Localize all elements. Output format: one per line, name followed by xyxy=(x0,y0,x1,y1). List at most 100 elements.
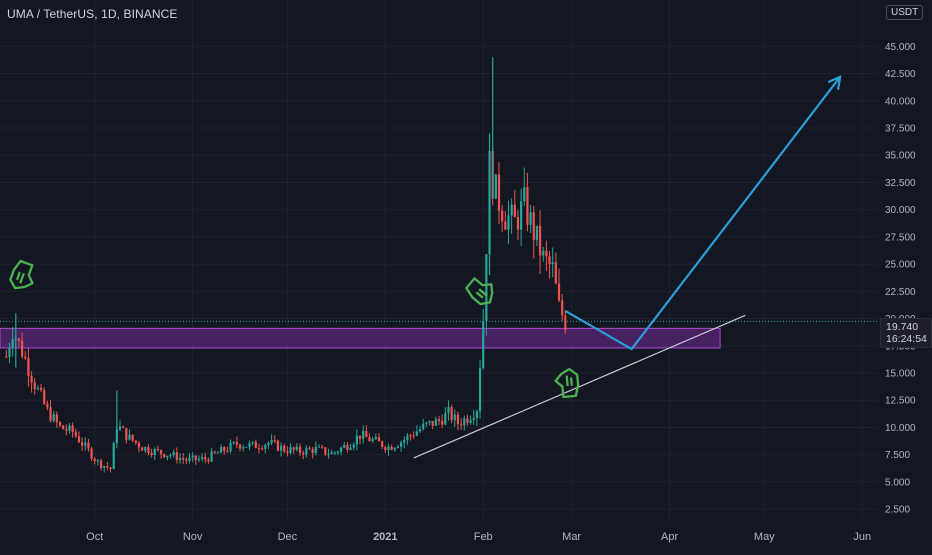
candle-body xyxy=(336,451,340,453)
candle-body xyxy=(188,457,191,461)
candle-body xyxy=(43,390,46,404)
candle-body xyxy=(545,250,548,257)
candle-body xyxy=(507,215,510,230)
candle-body xyxy=(381,441,384,448)
candle-body xyxy=(314,446,317,454)
x-tick-label: Apr xyxy=(661,531,678,543)
candle-body xyxy=(542,250,545,256)
candle-body xyxy=(418,429,422,432)
candle-body xyxy=(251,441,254,444)
currency-badge[interactable]: USDT xyxy=(886,5,924,20)
candle-body xyxy=(112,443,115,470)
candle-body xyxy=(399,442,403,447)
candle-body xyxy=(377,437,381,442)
candle-body xyxy=(159,450,163,454)
candle-body xyxy=(74,431,77,437)
candle-body xyxy=(163,453,166,458)
candle-body xyxy=(229,442,232,451)
y-tick-label: 32.500 xyxy=(885,178,916,189)
y-tick-label: 15.000 xyxy=(885,369,916,380)
candle-body xyxy=(141,447,144,451)
candle-body xyxy=(144,446,147,451)
candle-body xyxy=(469,419,472,423)
candle-body xyxy=(194,455,197,461)
candle-body xyxy=(17,338,21,341)
candle-body xyxy=(358,435,362,439)
candle-body xyxy=(27,358,30,376)
candle-body xyxy=(523,187,526,202)
candle-body xyxy=(109,467,112,470)
candle-body xyxy=(286,451,289,453)
candle-body xyxy=(295,446,298,450)
hand-pointing-up-icon xyxy=(554,367,580,399)
candle-body xyxy=(365,430,368,438)
candle-body xyxy=(270,440,273,443)
x-tick-label: Mar xyxy=(562,531,581,543)
candle-body xyxy=(39,387,43,391)
candle-body xyxy=(317,446,321,448)
candle-body xyxy=(81,442,84,446)
candle-body xyxy=(273,440,276,442)
candle-body xyxy=(355,435,358,445)
candle-body xyxy=(482,321,485,369)
y-tick-label: 2.500 xyxy=(885,505,910,516)
candle-body xyxy=(58,422,62,426)
candle-body xyxy=(463,418,466,426)
x-tick-label: Jun xyxy=(853,531,871,543)
candle-body xyxy=(298,446,302,453)
candle-body xyxy=(330,452,333,455)
y-tick-label: 30.000 xyxy=(885,205,916,216)
candle-body xyxy=(103,466,106,468)
candle-body xyxy=(497,174,501,211)
candle-body xyxy=(90,448,93,459)
candle-body xyxy=(362,430,365,439)
candle-body xyxy=(434,419,437,426)
candle-body xyxy=(478,368,482,412)
candle-body xyxy=(125,427,128,440)
candle-body xyxy=(513,204,516,218)
support-zone-rect xyxy=(0,327,721,349)
candle-body xyxy=(232,441,235,443)
candle-body xyxy=(11,339,14,349)
candle-body xyxy=(305,448,308,455)
candle-body xyxy=(49,407,52,421)
support-zone-layer xyxy=(0,327,721,349)
y-tick-label: 40.000 xyxy=(885,96,916,107)
y-tick-label: 12.500 xyxy=(885,396,916,407)
candle-body xyxy=(175,452,178,461)
x-tick-label: Nov xyxy=(183,531,203,543)
hand-pointing-down-icon xyxy=(9,259,34,290)
price-axis: 45.000 42.500 40.000 37.500 35.000 32.500 30.0… xyxy=(885,42,916,516)
candle-body xyxy=(21,340,24,357)
candle-body xyxy=(548,256,551,265)
candle-body xyxy=(349,447,352,450)
candle-body xyxy=(352,444,355,448)
candle-body xyxy=(213,451,216,453)
candle-body xyxy=(147,446,150,453)
bar-countdown: 16:24:54 xyxy=(886,333,927,345)
candle-body xyxy=(185,459,188,461)
candle-body xyxy=(68,425,71,431)
candle-body xyxy=(538,225,542,256)
candle-body xyxy=(406,435,409,440)
candle-body xyxy=(267,442,270,445)
candle-body xyxy=(128,434,131,440)
y-tick-label: 35.000 xyxy=(885,151,916,162)
candle-body xyxy=(264,444,267,449)
candle-body xyxy=(156,449,160,451)
candle-body xyxy=(99,460,103,468)
candle-body xyxy=(65,429,68,431)
candle-body xyxy=(561,300,564,316)
candle-body xyxy=(374,437,377,440)
candle-body xyxy=(393,447,396,450)
candle-body xyxy=(261,448,264,450)
candle-body xyxy=(346,445,349,450)
candle-body xyxy=(276,440,280,451)
candle-body xyxy=(311,449,314,454)
candle-body xyxy=(450,406,453,421)
grid-lines xyxy=(0,0,878,520)
candle-body xyxy=(93,458,96,461)
candle-body xyxy=(425,422,428,424)
